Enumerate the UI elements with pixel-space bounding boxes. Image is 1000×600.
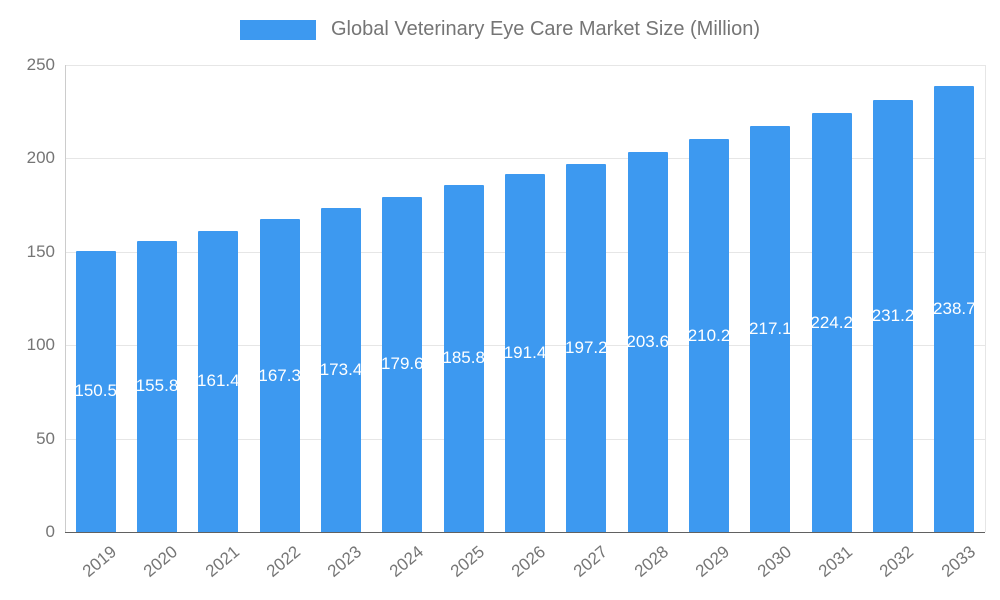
y-gridline <box>65 65 985 66</box>
bar <box>811 113 852 532</box>
bar <box>259 219 300 532</box>
bar-value-label: 217.1 <box>749 319 792 339</box>
y-axis-tick-label: 150 <box>26 241 55 261</box>
bar-value-label: 231.2 <box>871 306 915 326</box>
x-axis-label: 2019 <box>78 542 120 581</box>
x-axis-label: 2033 <box>937 542 979 581</box>
bar-value-label: 150.5 <box>74 381 117 401</box>
x-axis-label: 2029 <box>692 542 734 581</box>
bar-value-label: 173.4 <box>319 360 363 380</box>
bar <box>627 151 668 532</box>
x-axis-label: 2020 <box>140 542 182 581</box>
bar <box>382 196 423 532</box>
y-axis-tick-label: 0 <box>45 522 55 541</box>
bar-value-label: 191.4 <box>503 343 547 363</box>
y-axis-tick-label: 50 <box>36 428 55 448</box>
y-axis-tick-label: 100 <box>26 335 55 355</box>
y-axis-line <box>985 65 986 532</box>
bar-value-label: 210.2 <box>687 325 731 345</box>
bar-value-label: 155.8 <box>135 376 179 396</box>
bar-value-label: 224.2 <box>810 312 853 332</box>
bar-value-label: 238.7 <box>933 299 976 319</box>
x-axis-label: 2031 <box>814 542 856 581</box>
x-axis-label: 2027 <box>569 542 611 581</box>
bar <box>873 100 913 532</box>
bar <box>137 240 177 532</box>
x-axis-label: 2025 <box>446 542 488 581</box>
bar-value-label: 203.6 <box>626 331 669 351</box>
x-axis-label: 2021 <box>201 542 243 581</box>
bar <box>566 163 607 532</box>
x-axis-baseline <box>65 532 985 533</box>
chart-legend: Global Veterinary Eye Care Market Size (… <box>0 18 1000 41</box>
bar-value-label: 185.8 <box>442 348 485 368</box>
bar <box>750 126 791 532</box>
y-axis-tick-label: 250 <box>26 55 55 74</box>
x-axis-label: 2026 <box>508 542 550 581</box>
y-gridline <box>65 158 985 160</box>
legend-label: Global Veterinary Eye Care Market Size (… <box>330 18 761 40</box>
bar-value-label: 161.4 <box>197 371 240 391</box>
x-axis-label: 2032 <box>876 542 918 581</box>
bar <box>505 174 545 532</box>
bar-value-label: 167.3 <box>258 365 301 385</box>
x-axis-label: 2023 <box>324 542 366 581</box>
bar <box>198 230 239 532</box>
bar-value-label: 197.2 <box>565 337 608 357</box>
bar <box>689 139 729 532</box>
x-axis-label: 2022 <box>262 542 304 581</box>
bar-value-label: 179.6 <box>381 354 424 374</box>
legend-swatch <box>239 19 316 40</box>
x-axis-label: 2024 <box>385 542 427 581</box>
x-axis-label: 2030 <box>753 542 795 581</box>
bar <box>321 208 361 532</box>
x-axis-label: 2028 <box>630 542 672 581</box>
y-axis-tick-label: 200 <box>26 148 55 168</box>
y-axis-line <box>65 65 66 532</box>
bar <box>934 86 975 532</box>
bar <box>75 250 116 532</box>
bar <box>443 184 484 532</box>
